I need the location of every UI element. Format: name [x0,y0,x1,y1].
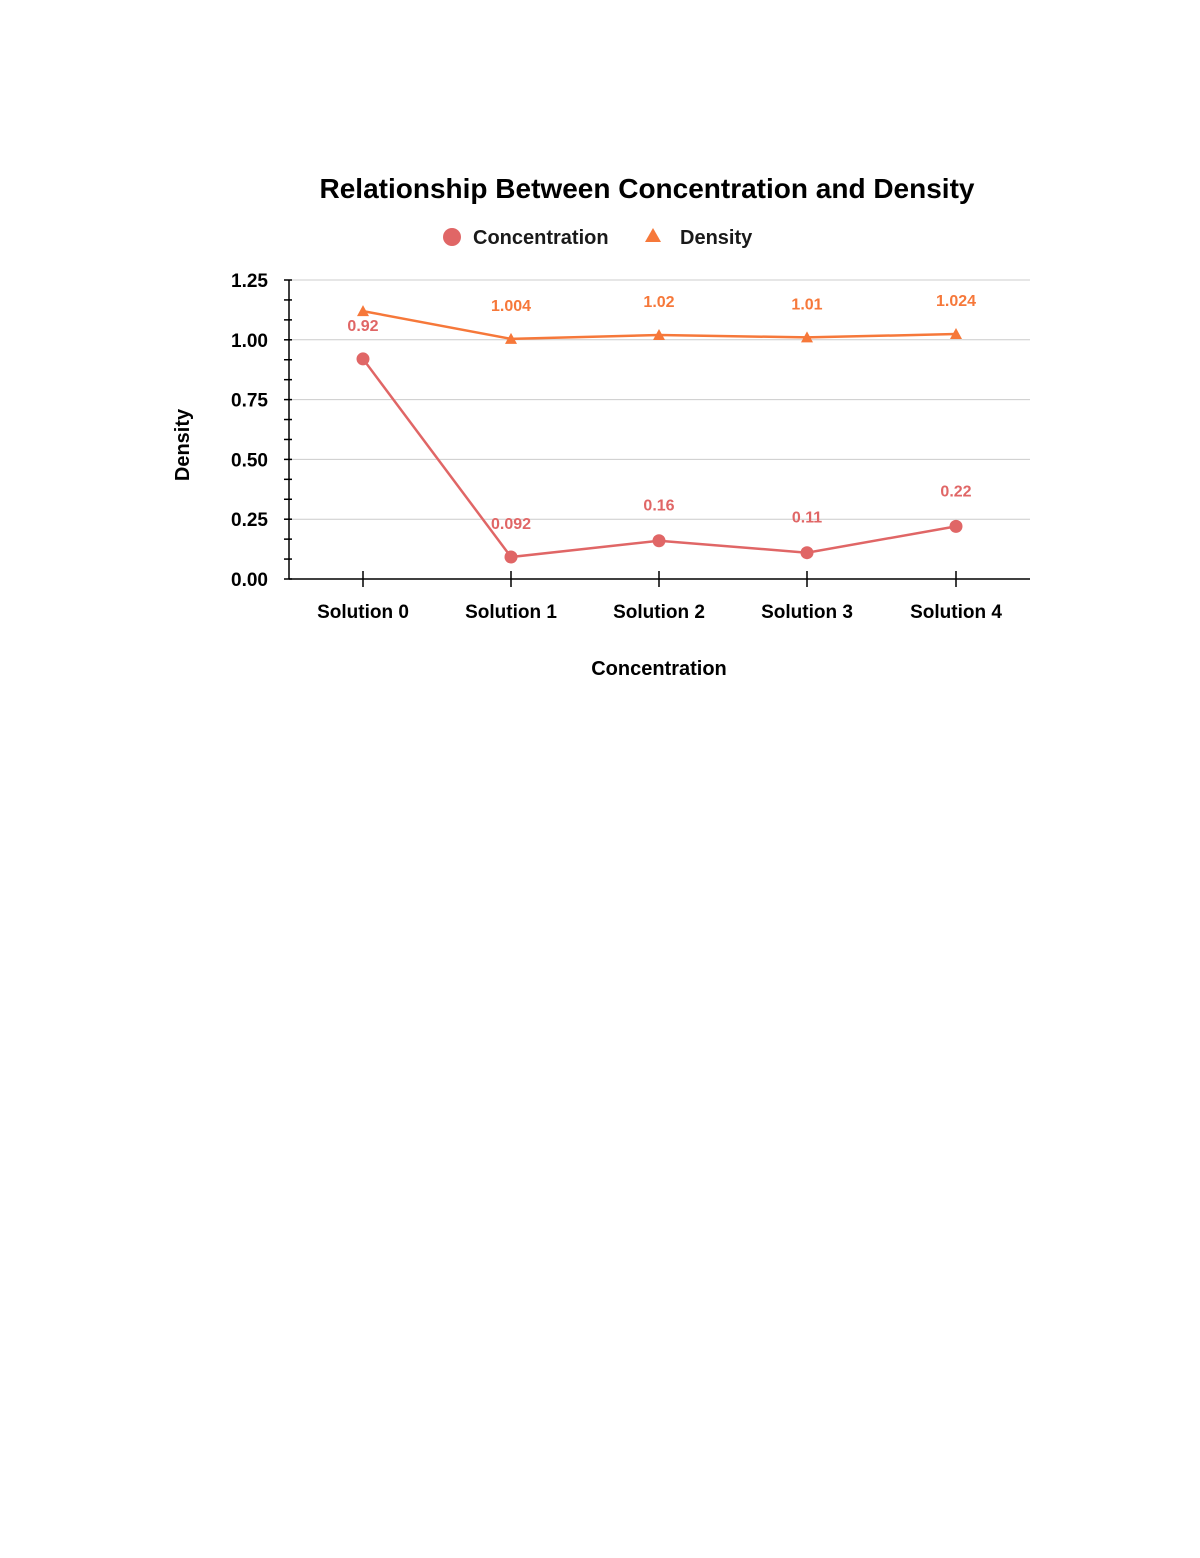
data-label: 0.16 [643,498,674,515]
y-axis-title: Density [172,408,194,481]
data-label: 1.024 [936,293,976,310]
data-point [801,331,813,343]
legend-concentration-label: Concentration [473,227,609,249]
x-tick-label: Solution 2 [613,602,705,623]
y-tick-label: 0.25 [231,510,268,531]
data-point [357,305,369,317]
data-labels: 0.92 0.092 0.16 0.11 0.22 1.004 1.02 1.01 1.024 [347,293,976,533]
gridlines [289,279,1030,520]
x-axis-title: Concentration [591,658,727,680]
data-label: 1.004 [491,298,531,315]
axes: 0.00 0.25 0.50 0.75 1.00 1.25 Solution 0 Soluti… [231,271,1030,623]
data-label: 0.22 [940,483,971,500]
data-point [800,546,814,560]
data-label: 0.92 [347,318,378,335]
data-label: 0.11 [792,510,822,527]
y-tick-label: 0.00 [231,570,268,591]
chart-title: Relationship Between Concentration and D… [320,173,975,204]
x-tick-label: Solution 1 [465,602,557,623]
data-point [356,352,370,366]
data-point [950,328,962,340]
y-tick-label: 0.50 [231,450,268,471]
data-point [949,519,963,533]
legend: Concentration Density [443,227,753,249]
series [356,305,963,564]
data-point [652,534,666,548]
data-label: 1.01 [791,296,822,313]
data-point [504,550,518,564]
x-tick-label: Solution 4 [910,602,1002,623]
x-tick-label: Solution 0 [317,602,409,623]
data-label: 1.02 [643,294,674,311]
x-tick-label: Solution 3 [761,602,853,623]
y-tick-label: 1.00 [231,331,268,352]
legend-density-marker [645,228,661,242]
y-tick-label: 1.25 [231,271,268,292]
y-tick-label: 0.75 [231,391,268,412]
data-point [653,329,665,341]
legend-density-label: Density [680,227,753,249]
data-point [505,332,517,344]
data-label: 0.092 [491,516,531,533]
series-line-concentration [361,358,957,559]
legend-concentration-marker [443,228,461,246]
